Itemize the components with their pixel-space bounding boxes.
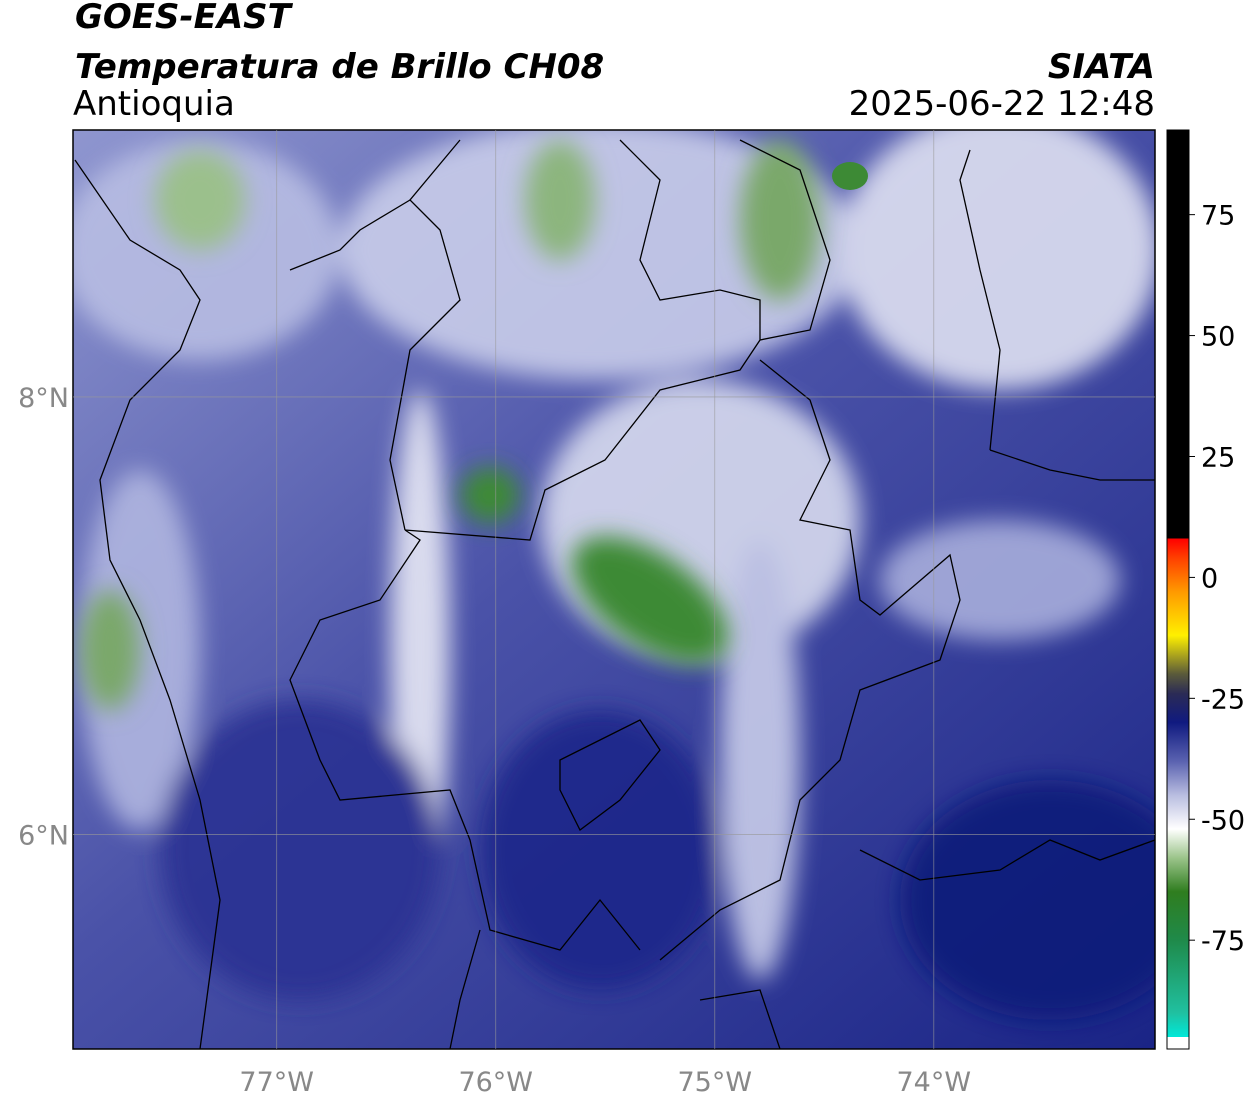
- colorbar-tick-label: 50: [1201, 322, 1235, 353]
- colorbar-tick-label: 0: [1201, 563, 1218, 594]
- title: GOES-EAST: [75, 0, 294, 37]
- x-tick-label: 74°W: [897, 1067, 972, 1098]
- colorbar-tick-label: 75: [1201, 201, 1235, 232]
- colorbar-tick-label: 25: [1201, 442, 1235, 473]
- satellite-image: [73, 130, 1155, 1049]
- colorbar-tick-label: -25: [1201, 684, 1245, 715]
- map-frame: [72, 129, 1156, 1050]
- datetime: 2025-06-22 12:48: [849, 84, 1155, 124]
- subtitle: Temperatura de Brillo CH08: [75, 47, 604, 87]
- source: SIATA: [1048, 47, 1155, 87]
- x-tick-label: 75°W: [677, 1067, 752, 1098]
- y-tick-label: 8°N: [18, 383, 69, 414]
- x-tick-label: 77°W: [239, 1067, 314, 1098]
- colorbar: [1166, 129, 1190, 1050]
- x-tick-label: 76°W: [458, 1067, 533, 1098]
- colorbar-tick-label: -75: [1201, 926, 1245, 957]
- colorbar-tick-label: -50: [1201, 805, 1245, 836]
- y-tick-label: 6°N: [18, 821, 69, 852]
- region: Antioquia: [73, 84, 235, 124]
